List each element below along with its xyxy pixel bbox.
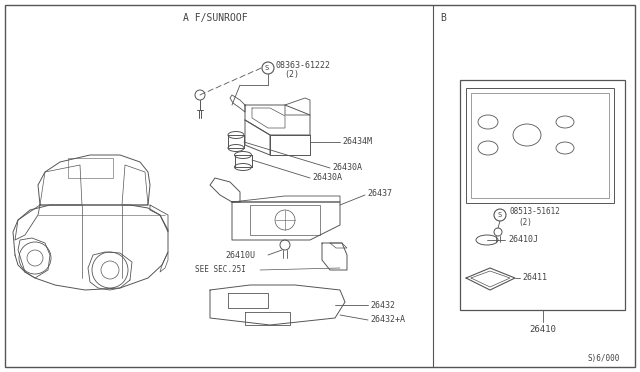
Text: 26410U: 26410U — [225, 250, 255, 260]
Text: 26410J: 26410J — [508, 235, 538, 244]
Text: S: S — [265, 65, 269, 71]
Text: (2): (2) — [284, 71, 299, 80]
Bar — [471, 93, 609, 198]
Text: 26410: 26410 — [529, 326, 556, 334]
Text: 26434M: 26434M — [342, 138, 372, 147]
Text: S: S — [498, 212, 502, 218]
Text: A F/SUNROOF: A F/SUNROOF — [183, 13, 248, 23]
Text: 26437: 26437 — [367, 189, 392, 198]
Text: 26411: 26411 — [522, 273, 547, 282]
Text: 08513-51612: 08513-51612 — [510, 208, 561, 217]
Text: 26432+A: 26432+A — [370, 315, 405, 324]
Text: 08363-61222: 08363-61222 — [276, 61, 331, 70]
Bar — [460, 80, 625, 310]
Bar — [250, 205, 320, 235]
Text: (2): (2) — [518, 218, 532, 227]
Text: SEE SEC.25I: SEE SEC.25I — [195, 266, 246, 275]
Text: 26430A: 26430A — [332, 164, 362, 173]
Text: 26432: 26432 — [370, 301, 395, 310]
Bar — [466, 88, 614, 203]
Text: S)6/000: S)6/000 — [588, 353, 620, 362]
Text: B: B — [440, 13, 446, 23]
Text: 26430A: 26430A — [312, 173, 342, 183]
Bar — [68, 158, 113, 178]
